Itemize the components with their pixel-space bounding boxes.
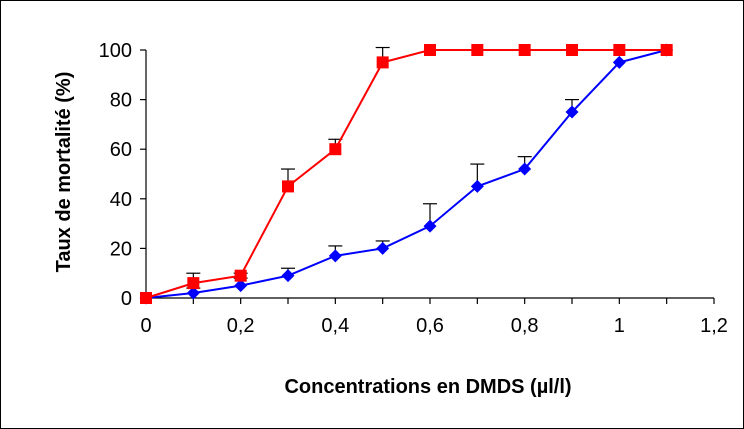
data-point-diamond: [423, 219, 437, 233]
x-axis-title: Concentrations en DMDS (µl/l): [284, 376, 571, 398]
x-tick-label: 1,2: [700, 315, 728, 337]
x-tick-label: 0: [140, 315, 151, 337]
data-point-square: [471, 44, 484, 56]
data-point-diamond: [186, 286, 200, 300]
series-line: [145, 49, 667, 299]
y-tick-label: 80: [110, 90, 132, 112]
y-tick-label: 60: [110, 139, 132, 161]
y-tick-label: 40: [110, 189, 132, 211]
data-point-diamond: [518, 162, 532, 176]
data-point-square: [660, 44, 673, 56]
data-point-square: [234, 269, 247, 282]
series-layer: [139, 43, 674, 305]
data-point-square: [376, 56, 389, 69]
data-point-square: [187, 277, 200, 290]
data-point-square: [424, 44, 436, 56]
y-tick-label: 20: [110, 238, 132, 260]
data-point-square: [282, 180, 294, 193]
data-point-square: [518, 44, 531, 56]
data-point-diamond: [234, 279, 248, 293]
data-point-square: [329, 143, 342, 156]
data-point-diamond: [470, 179, 484, 193]
data-point-diamond: [612, 55, 626, 69]
data-point-diamond: [281, 269, 295, 283]
x-tick-label: 0,6: [416, 315, 444, 337]
x-tick-label: 0,2: [227, 315, 255, 337]
data-point-square: [140, 292, 152, 304]
data-point-diamond: [565, 105, 579, 119]
data-point-square: [566, 44, 578, 56]
y-tick-label: 100: [99, 40, 132, 62]
y-axis-title: Taux de mortalité (%): [53, 72, 75, 273]
series-line: [145, 49, 667, 299]
data-point-square: [613, 44, 626, 56]
data-point-diamond: [376, 241, 390, 255]
x-tick-label: 0,8: [511, 315, 539, 337]
axes: [140, 49, 715, 304]
y-tick-label: 0: [121, 288, 132, 310]
x-tick-label: 0,4: [321, 315, 349, 337]
data-point-diamond: [328, 249, 342, 263]
tick-labels: 0 20 40 60 80 100 0 0,2 0,4 0,6 0,8 1 1,2: [99, 40, 728, 337]
x-tick-label: 1: [614, 315, 625, 337]
